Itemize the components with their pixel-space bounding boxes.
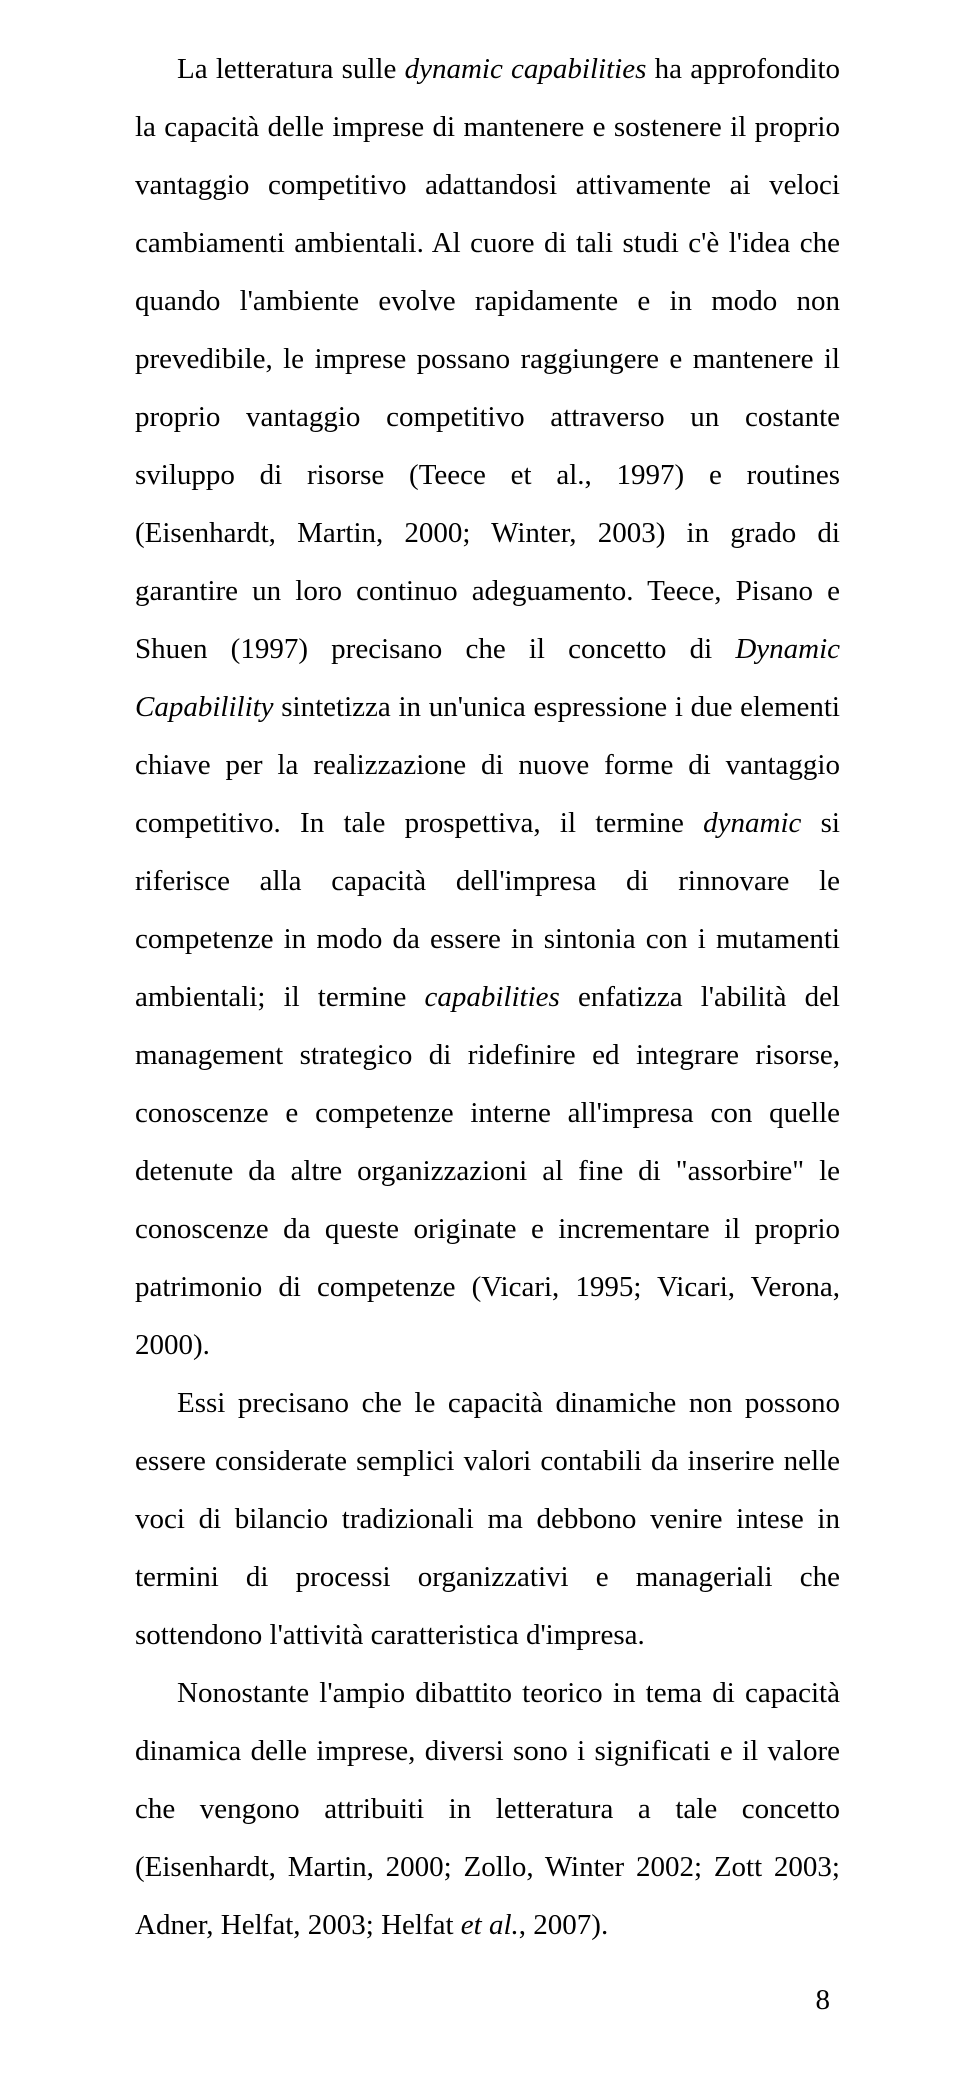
page-number: 8 [135, 1984, 840, 2017]
text-run: La letteratura sulle [177, 53, 405, 85]
text-run: enfatizza l'abilità del management strat… [135, 981, 840, 1361]
paragraph-1: La letteratura sulle dynamic capabilitie… [135, 40, 840, 1374]
text-run: ha approfondito la capacità delle impres… [135, 53, 840, 665]
italic-term: dynamic [703, 807, 801, 839]
italic-term: capabilities [425, 981, 560, 1013]
text-run: Essi precisano che le capacità dinamiche… [135, 1387, 840, 1651]
document-page: La letteratura sulle dynamic capabilitie… [0, 0, 960, 2077]
italic-term: dynamic capabilities [405, 53, 647, 85]
paragraph-3: Nonostante l'ampio dibattito teorico in … [135, 1664, 840, 1954]
text-run: Nonostante l'ampio dibattito teorico in … [135, 1677, 840, 1941]
text-run: , 2007). [519, 1909, 608, 1941]
paragraph-2: Essi precisano che le capacità dinamiche… [135, 1374, 840, 1664]
italic-term: et al. [461, 1909, 519, 1941]
